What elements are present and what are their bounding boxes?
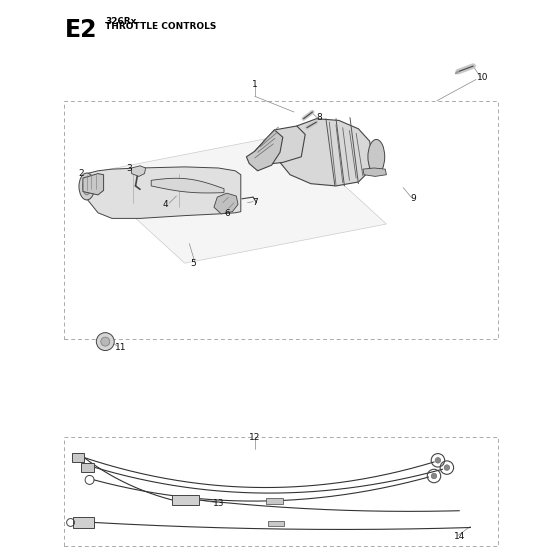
- Text: 12: 12: [249, 433, 260, 442]
- Polygon shape: [87, 134, 386, 263]
- Ellipse shape: [368, 139, 385, 174]
- Text: 14: 14: [454, 532, 465, 541]
- Text: 6: 6: [224, 209, 230, 218]
- Circle shape: [435, 458, 441, 463]
- Bar: [73, 517, 94, 528]
- Polygon shape: [246, 130, 283, 171]
- Ellipse shape: [79, 173, 95, 200]
- Bar: [172, 495, 199, 505]
- Text: THROTTLE CONTROLS: THROTTLE CONTROLS: [105, 22, 217, 31]
- Text: 1: 1: [252, 80, 258, 88]
- Text: 10: 10: [477, 73, 488, 82]
- Bar: [266, 498, 283, 504]
- Bar: [268, 521, 284, 526]
- Circle shape: [101, 337, 110, 346]
- Text: 5: 5: [190, 259, 196, 268]
- Bar: [81, 463, 94, 472]
- Polygon shape: [255, 126, 305, 165]
- Text: 2: 2: [78, 169, 84, 178]
- Bar: [64, 101, 498, 339]
- Text: 9: 9: [410, 194, 416, 203]
- Polygon shape: [132, 166, 146, 176]
- Ellipse shape: [83, 178, 91, 195]
- Polygon shape: [87, 167, 241, 218]
- Circle shape: [431, 473, 437, 479]
- Polygon shape: [280, 119, 372, 186]
- Polygon shape: [151, 178, 224, 193]
- Text: 326Rx: 326Rx: [105, 17, 137, 26]
- Text: 13: 13: [213, 500, 224, 508]
- Text: 11: 11: [115, 343, 126, 352]
- Bar: [64, 437, 498, 546]
- Text: 3: 3: [126, 164, 132, 172]
- Bar: [72, 453, 84, 462]
- Polygon shape: [214, 193, 238, 214]
- Text: 4: 4: [162, 200, 168, 209]
- Circle shape: [96, 333, 114, 351]
- Text: 8: 8: [316, 113, 322, 122]
- Polygon shape: [363, 168, 386, 176]
- Text: 7: 7: [252, 198, 258, 207]
- Circle shape: [444, 465, 450, 470]
- Polygon shape: [83, 174, 104, 195]
- Text: E2: E2: [64, 18, 97, 42]
